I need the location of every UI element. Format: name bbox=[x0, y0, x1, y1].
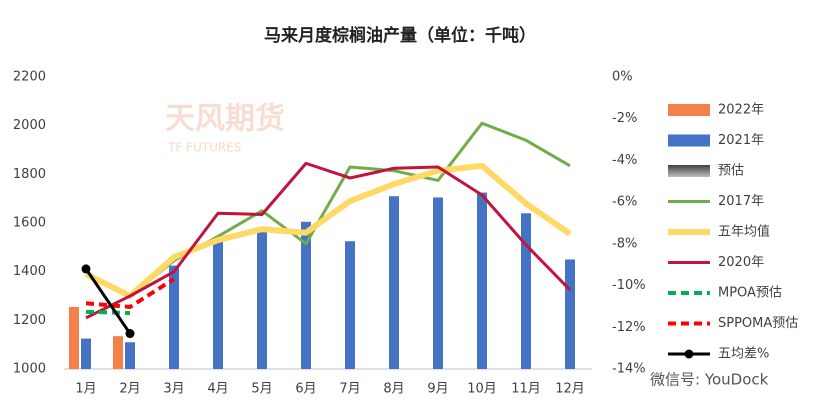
bar bbox=[521, 213, 531, 369]
bar bbox=[81, 338, 91, 369]
y2-tick-label: -14% bbox=[612, 362, 646, 377]
y-tick-label: 1000 bbox=[13, 362, 46, 377]
bar bbox=[125, 342, 135, 369]
line bbox=[85, 277, 176, 309]
bar bbox=[345, 241, 355, 369]
bar bbox=[213, 237, 223, 369]
x-tick-label: 6月 bbox=[295, 382, 316, 397]
y-tick-label: 1200 bbox=[13, 313, 46, 328]
bar bbox=[565, 259, 575, 369]
bar bbox=[433, 197, 443, 369]
watermark-sub: TF FUTURES bbox=[167, 141, 241, 155]
wechat-watermark: 微信号: YouDock bbox=[650, 371, 769, 389]
legend-swatch bbox=[668, 134, 710, 147]
legend-marker bbox=[684, 349, 694, 359]
x-tick-label: 3月 bbox=[163, 382, 184, 397]
legend-label: 2022年 bbox=[718, 103, 764, 118]
y-tick-label: 1600 bbox=[13, 216, 46, 231]
bar bbox=[389, 196, 399, 369]
line bbox=[84, 268, 132, 335]
legend-swatch bbox=[668, 165, 710, 177]
legend-label: 2020年 bbox=[718, 255, 764, 270]
legend-label: 预估 bbox=[718, 164, 744, 179]
legend-label: 2017年 bbox=[718, 194, 764, 209]
x-tick-label: 7月 bbox=[339, 382, 360, 397]
bar bbox=[301, 221, 311, 369]
y-tick-label: 2200 bbox=[13, 70, 46, 85]
legend-label: 五均差% bbox=[718, 347, 769, 362]
x-tick-label: 1月 bbox=[75, 382, 96, 397]
x-tick-label: 2月 bbox=[119, 382, 140, 397]
bar bbox=[477, 192, 487, 369]
legend-label: 2021年 bbox=[718, 133, 764, 148]
watermark: 天风期货 bbox=[165, 102, 285, 137]
y-tick-label: 1800 bbox=[13, 167, 46, 182]
y2-tick-label: -2% bbox=[612, 111, 637, 126]
x-tick-label: 5月 bbox=[251, 382, 272, 397]
y-tick-label: 2000 bbox=[13, 118, 46, 133]
line bbox=[85, 161, 572, 320]
legend-swatch bbox=[668, 104, 710, 116]
y2-tick-label: -10% bbox=[612, 278, 646, 293]
y2-tick-label: -6% bbox=[612, 195, 637, 210]
legend-label: 五年均值 bbox=[718, 224, 770, 240]
line bbox=[85, 309, 131, 316]
bar bbox=[69, 306, 79, 369]
legend-label: MPOA预估 bbox=[718, 286, 782, 301]
bar bbox=[169, 265, 179, 369]
line bbox=[84, 162, 572, 299]
marker bbox=[81, 264, 91, 274]
x-tick-label: 9月 bbox=[427, 382, 448, 397]
chart-title: 马来月度棕榈油产量（单位：千吨） bbox=[264, 25, 536, 46]
bar bbox=[113, 336, 123, 369]
y2-tick-label: -4% bbox=[612, 153, 637, 168]
y2-tick-label: -8% bbox=[612, 236, 637, 251]
x-tick-label: 8月 bbox=[383, 382, 404, 397]
y2-tick-label: 0% bbox=[612, 70, 633, 85]
bar bbox=[257, 231, 267, 369]
y-tick-label: 1400 bbox=[13, 264, 46, 279]
legend-label: SPPOMA预估 bbox=[718, 316, 798, 331]
y2-tick-label: -12% bbox=[612, 320, 646, 335]
x-tick-label: 10月 bbox=[467, 382, 497, 397]
x-tick-label: 12月 bbox=[555, 382, 585, 397]
x-tick-label: 11月 bbox=[511, 382, 541, 397]
marker bbox=[125, 329, 135, 339]
x-tick-label: 4月 bbox=[207, 382, 228, 397]
